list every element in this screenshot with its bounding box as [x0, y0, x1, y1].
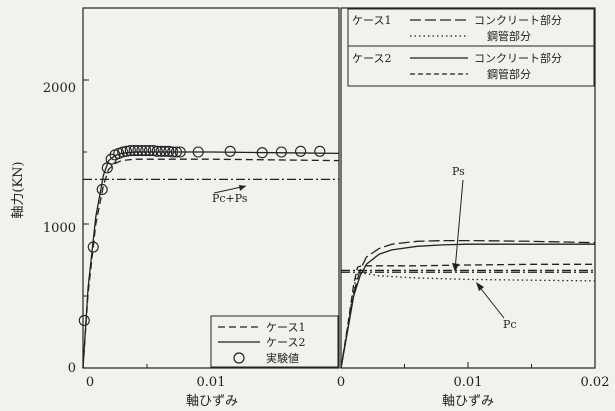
experiment-data-point [256, 147, 268, 159]
experiment-data-point [78, 314, 90, 327]
right-series-1-line [340, 272, 596, 369]
right-plot-area [340, 239, 596, 369]
y-tick-label-0: 0 [68, 361, 76, 376]
legend-marker-experiment [233, 352, 245, 364]
legend-label-case1: ケース1 [266, 321, 305, 334]
x-axis-label-right: 軸ひずみ [442, 394, 494, 409]
experiment-data-point [314, 145, 326, 157]
experiment-data-point [151, 145, 163, 157]
experiment-data-point [174, 146, 186, 158]
legend-label-case2-concrete: コンクリート部分 [474, 51, 562, 65]
left-legend: ケース1 ケース2 実験値 [210, 315, 339, 368]
annotation-ps: Ps [452, 165, 465, 178]
annotation-pointer-pc [477, 284, 505, 319]
experiment-data-point [159, 145, 171, 157]
y-tick-label-2000: 2000 [43, 81, 76, 96]
experiment-data-point [147, 145, 159, 157]
y-tick-label-1000: 1000 [43, 221, 76, 236]
left-plot-area [78, 79, 340, 369]
x-tick-label-right-002: 0.02 [581, 375, 610, 390]
legend-label-experiment: 実験値 [266, 351, 299, 365]
experiment-data-point [120, 145, 133, 157]
right-legend-box [347, 8, 595, 87]
legend-label-case2: ケース2 [266, 336, 305, 349]
experiment-data-point [128, 145, 140, 157]
annotation-arrow-pcps [239, 185, 246, 191]
experiment-data-point [224, 145, 236, 157]
legend-label-case2-steel: 鋼管部分 [487, 67, 531, 81]
annotation-pc: Pc [503, 318, 517, 331]
experiment-data-point [163, 145, 175, 157]
x-tick-label-right-001: 0.01 [454, 375, 483, 390]
experiment-data-point [124, 145, 136, 157]
experiment-data-point [192, 146, 204, 158]
experiment-data-point [117, 146, 129, 158]
experiment-data-point [155, 145, 167, 157]
x-tick-label-left-0: 0 [86, 375, 94, 390]
annotation-arrow-ps [452, 263, 459, 272]
experiment-data-point [144, 145, 156, 157]
experiment-data-point [96, 183, 108, 195]
experiment-data-point [136, 145, 148, 157]
experiment-data-point [140, 145, 152, 157]
left-series-0-line [82, 158, 340, 369]
legend-label-case1-steel: 鋼管部分 [487, 29, 531, 43]
annotation-arrow-pc [476, 282, 484, 291]
x-tick-label-right-0: 0 [337, 375, 345, 390]
right-legend: ケース1 コンクリート部分 鋼管部分 ケース2 コンクリート部分 鋼管部分 [347, 8, 595, 87]
legend-case2-heading: ケース2 [352, 52, 391, 65]
experiment-data-point [167, 146, 179, 158]
legend-label-case1-concrete: コンクリート部分 [474, 13, 562, 27]
x-tick-label-left-001: 0.01 [197, 375, 226, 390]
experiment-data-point [170, 146, 182, 158]
annotation-pointer-ps [454, 179, 464, 271]
experiment-data-point [275, 146, 287, 158]
y-axis-label: 軸力(KN) [11, 161, 26, 218]
x-axis-label-left: 軸ひずみ [186, 394, 238, 409]
legend-case1-heading: ケース1 [352, 14, 391, 27]
right-series-2-line [340, 243, 595, 369]
experiment-data-point [295, 145, 307, 157]
experiment-data-point [132, 145, 144, 157]
right-series-3-line [340, 263, 595, 369]
experiment-data-point [87, 241, 99, 253]
annotation-pcps: Pc+Ps [212, 192, 248, 205]
